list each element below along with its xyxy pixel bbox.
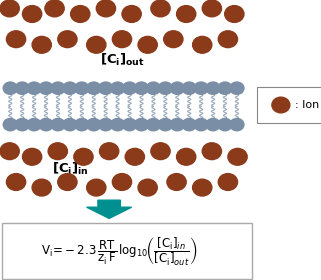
Circle shape	[6, 174, 26, 190]
Circle shape	[123, 118, 137, 131]
Circle shape	[193, 179, 212, 196]
Circle shape	[27, 118, 41, 131]
Circle shape	[110, 82, 125, 94]
Circle shape	[74, 148, 93, 165]
Circle shape	[22, 6, 42, 22]
Circle shape	[123, 82, 137, 94]
Text: : Ion: : Ion	[295, 100, 319, 110]
Circle shape	[218, 31, 238, 48]
FancyArrow shape	[87, 200, 132, 218]
Circle shape	[125, 148, 144, 165]
Text: $\mathbf{[C_i]_{in}}$: $\mathbf{[C_i]_{in}}$	[52, 161, 89, 178]
Circle shape	[110, 118, 125, 131]
Circle shape	[151, 0, 170, 17]
Circle shape	[193, 36, 212, 53]
Circle shape	[96, 0, 116, 17]
Circle shape	[230, 82, 244, 94]
Text: $\mathbf{[C_i]_{out}}$: $\mathbf{[C_i]_{out}}$	[100, 52, 144, 68]
Circle shape	[87, 118, 101, 131]
Circle shape	[58, 31, 77, 48]
Circle shape	[0, 143, 19, 160]
Circle shape	[182, 82, 196, 94]
Circle shape	[138, 36, 157, 53]
FancyBboxPatch shape	[257, 87, 321, 123]
Circle shape	[22, 148, 42, 165]
Circle shape	[32, 179, 51, 196]
Circle shape	[164, 31, 183, 48]
Circle shape	[3, 118, 17, 131]
Circle shape	[51, 82, 65, 94]
Circle shape	[228, 148, 247, 165]
Circle shape	[202, 0, 221, 17]
Circle shape	[218, 82, 232, 94]
FancyBboxPatch shape	[2, 223, 252, 279]
Circle shape	[122, 6, 141, 22]
Circle shape	[87, 36, 106, 53]
Circle shape	[75, 82, 89, 94]
Circle shape	[48, 143, 67, 160]
Circle shape	[112, 31, 132, 48]
Circle shape	[138, 179, 157, 196]
Circle shape	[225, 6, 244, 22]
Circle shape	[206, 82, 220, 94]
Circle shape	[99, 82, 113, 94]
Circle shape	[170, 118, 184, 131]
Circle shape	[206, 118, 220, 131]
Circle shape	[112, 174, 132, 190]
Circle shape	[71, 6, 90, 22]
Circle shape	[272, 97, 290, 113]
Circle shape	[202, 143, 221, 160]
Circle shape	[39, 118, 53, 131]
Circle shape	[177, 6, 196, 22]
Circle shape	[230, 118, 244, 131]
Circle shape	[158, 118, 172, 131]
Circle shape	[58, 174, 77, 190]
Circle shape	[146, 82, 160, 94]
Circle shape	[15, 82, 29, 94]
Circle shape	[6, 31, 26, 48]
Circle shape	[15, 118, 29, 131]
Circle shape	[0, 0, 19, 17]
Circle shape	[134, 82, 149, 94]
Circle shape	[218, 174, 238, 190]
Circle shape	[194, 118, 208, 131]
Circle shape	[151, 143, 170, 160]
Circle shape	[170, 82, 184, 94]
Circle shape	[182, 118, 196, 131]
Circle shape	[32, 36, 51, 53]
Circle shape	[87, 179, 106, 196]
Circle shape	[194, 82, 208, 94]
Text: $\mathrm{V_i}\!=\!-2.3\,\dfrac{\mathrm{RT}}{\mathrm{z_i\,F}}\,\mathrm{log_{10}}\: $\mathrm{V_i}\!=\!-2.3\,\dfrac{\mathrm{R…	[41, 235, 197, 267]
Circle shape	[87, 82, 101, 94]
Circle shape	[158, 82, 172, 94]
Circle shape	[99, 118, 113, 131]
Circle shape	[146, 118, 160, 131]
Circle shape	[177, 148, 196, 165]
Circle shape	[27, 82, 41, 94]
Circle shape	[75, 118, 89, 131]
Circle shape	[218, 118, 232, 131]
Circle shape	[51, 118, 65, 131]
Circle shape	[167, 174, 186, 190]
Circle shape	[39, 82, 53, 94]
Circle shape	[134, 118, 149, 131]
Circle shape	[63, 82, 77, 94]
Circle shape	[45, 0, 64, 17]
Circle shape	[63, 118, 77, 131]
Circle shape	[100, 143, 119, 160]
Circle shape	[3, 82, 17, 94]
